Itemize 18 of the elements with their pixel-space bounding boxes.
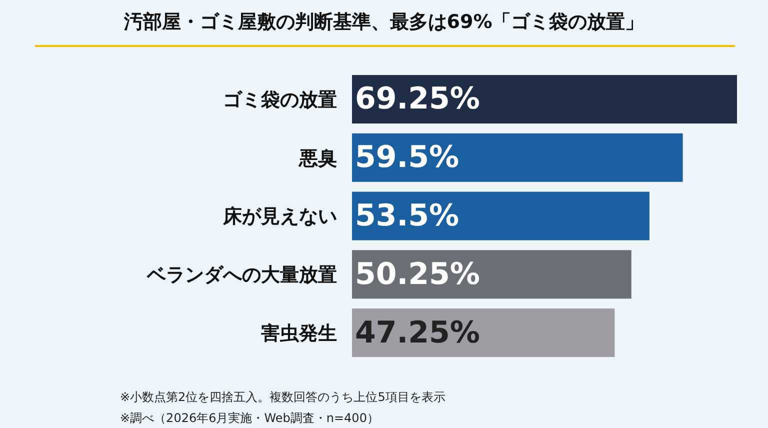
data-label: 47.25%	[355, 315, 480, 350]
bar	[352, 74, 737, 124]
bar	[352, 250, 632, 299]
text: ※小数点第2位を四捨五入。複数回答のうち上位5項目を表示	[120, 390, 446, 404]
text: ※調べ（2026年6月実施・Web調査・n=400）	[120, 411, 379, 425]
bar	[352, 192, 650, 240]
bar	[352, 308, 615, 358]
data-label: 50.25%	[355, 256, 480, 292]
y-tick-label: ゴミ袋の放置	[223, 88, 337, 111]
data-label: 53.5%	[355, 198, 460, 234]
chart-title: 汚部屋・ゴミ屋敷の判断基準、最多は69%「ゴミ袋の放置」	[122, 11, 644, 34]
data-label: 69.25%	[355, 82, 480, 117]
y-tick-label: 床が見えない	[222, 206, 337, 228]
bar	[352, 133, 683, 182]
data-label: 59.5%	[355, 140, 460, 176]
y-tick-label: 害虫発生	[261, 322, 337, 344]
y-tick-label: 悪臭	[298, 147, 337, 170]
y-tick-label: ベランダへの大量放置	[146, 264, 337, 286]
